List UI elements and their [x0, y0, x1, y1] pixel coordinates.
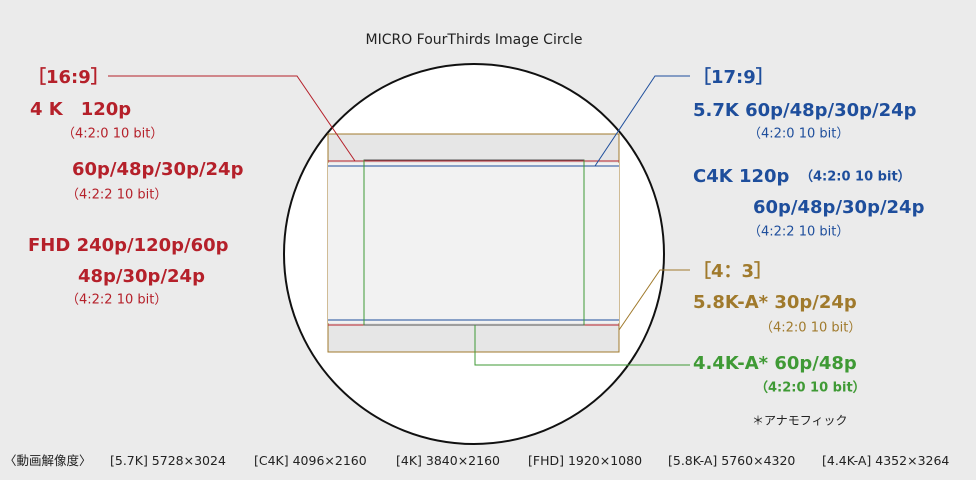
footer-label: 〈動画解像度〉	[4, 453, 92, 468]
spec: 60p/48p/30p/24p	[753, 197, 925, 218]
footer-item: [4.4K-A] 4352×3264	[822, 453, 949, 468]
footer: 〈動画解像度〉 [5.7K] 5728×3024 [C4K] 4096×2160…	[4, 453, 949, 468]
frame-fill	[328, 163, 619, 323]
label-17-9: ［17:9］	[693, 66, 774, 88]
footer-item: [4K] 3840×2160	[396, 453, 500, 468]
leader-4-4k	[474, 325, 690, 366]
spec-sub: （4:2:0 10 bit）	[755, 380, 866, 396]
label-4-3: ［4：3］	[693, 260, 772, 282]
title: MICRO FourThirds Image Circle	[366, 32, 583, 48]
leader-16-9	[108, 75, 356, 162]
note: ＊アナモフィック	[752, 414, 848, 428]
spec: 4 K 120p	[30, 99, 131, 120]
footer-item: [5.8K-A] 5760×4320	[668, 453, 795, 468]
spec-sub: （4:2:0 10 bit）	[800, 169, 911, 185]
spec: 4.4K-A* 60p/48p	[693, 353, 857, 374]
leader-4-3	[618, 269, 690, 331]
spec: FHD 240p/120p/60p	[28, 235, 229, 256]
leader-17-9	[594, 75, 690, 167]
spec-sub: （4:2:0 10 bit）	[62, 127, 163, 142]
spec-sub: （4:2:0 10 bit）	[748, 127, 849, 142]
spec-sub: （4:2:2 10 bit）	[66, 293, 167, 308]
spec: 60p/48p/30p/24p	[72, 159, 244, 180]
label-16-9: ［16:9］	[28, 66, 109, 88]
spec-sub: （4:2:2 10 bit）	[66, 188, 167, 203]
spec: 48p/30p/24p	[78, 266, 205, 287]
spec: 5.7K 60p/48p/30p/24p	[693, 100, 917, 121]
spec: C4K 120p	[693, 166, 790, 187]
footer-item: [5.7K] 5728×3024	[110, 453, 226, 468]
spec-sub: （4:2:2 10 bit）	[748, 225, 849, 240]
spec-sub: （4:2:0 10 bit）	[760, 321, 861, 336]
spec: 5.8K-A* 30p/24p	[693, 292, 857, 313]
footer-item: [C4K] 4096×2160	[254, 453, 367, 468]
footer-item: [FHD] 1920×1080	[528, 453, 642, 468]
